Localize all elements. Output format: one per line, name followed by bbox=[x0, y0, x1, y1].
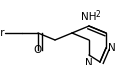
Text: Br: Br bbox=[0, 28, 5, 38]
Text: N: N bbox=[85, 58, 93, 65]
Text: N: N bbox=[108, 43, 116, 53]
Text: O: O bbox=[34, 45, 42, 55]
Text: NH: NH bbox=[81, 12, 97, 22]
Text: 2: 2 bbox=[96, 10, 101, 19]
